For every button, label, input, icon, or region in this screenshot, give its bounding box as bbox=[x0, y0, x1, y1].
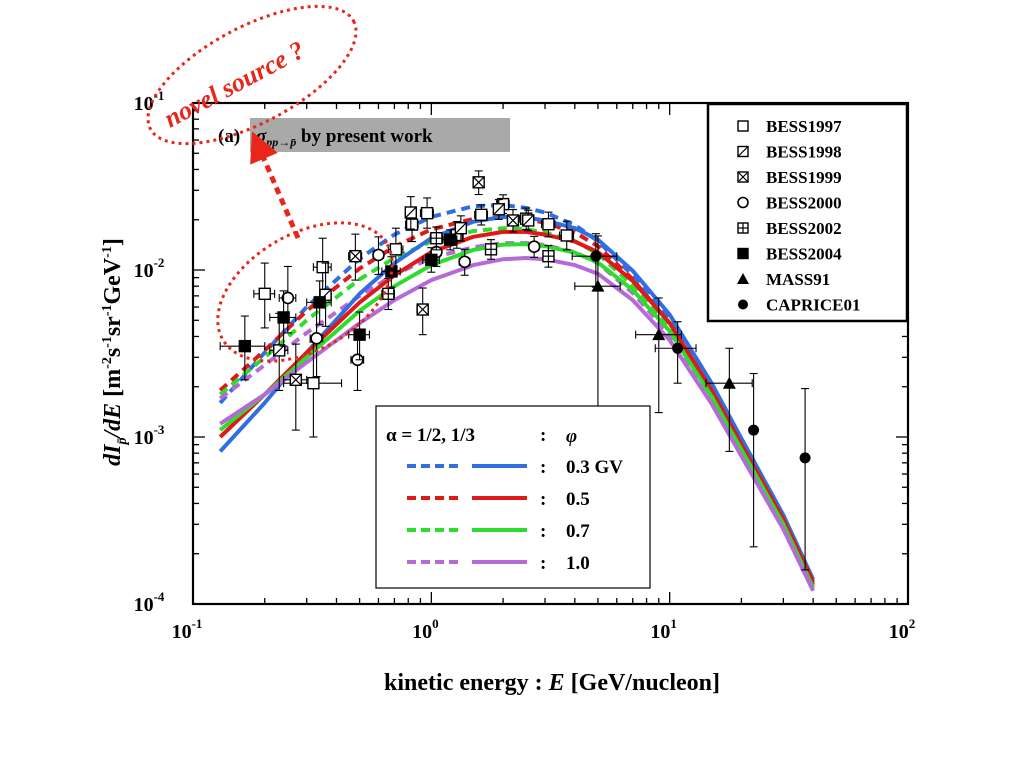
model-curves bbox=[218, 203, 816, 592]
key-label: 0.3 GV bbox=[566, 457, 623, 478]
data-point-square-plus bbox=[542, 245, 555, 268]
legend-label: MASS91 bbox=[766, 270, 830, 289]
x-tick-label: 100 bbox=[412, 616, 439, 643]
data-point-square-open bbox=[474, 204, 489, 226]
data-point-circle-filled bbox=[654, 321, 697, 384]
key-label: 1.0 bbox=[566, 553, 590, 574]
y-tick-label: 10-3 bbox=[134, 422, 165, 449]
model-curve-solid bbox=[218, 214, 816, 581]
data-point-square-slash bbox=[404, 196, 417, 230]
data-point-square-filled bbox=[348, 311, 371, 361]
data-point-square-open bbox=[558, 220, 575, 251]
data-points bbox=[219, 170, 811, 571]
model-curve-solid bbox=[218, 229, 816, 584]
data-point-square-x bbox=[416, 287, 429, 336]
x-tick-label: 101 bbox=[650, 616, 677, 643]
legend-label: BESS2002 bbox=[766, 219, 842, 238]
legend-label: BESS1997 bbox=[766, 117, 842, 136]
legend-marker-square-slash bbox=[737, 145, 749, 158]
data-point-square-x bbox=[348, 233, 363, 281]
data-point-square-filled bbox=[422, 247, 440, 273]
data-point-circle-open bbox=[458, 248, 471, 276]
legend-marker-triangle-filled bbox=[737, 273, 749, 284]
legend-label: BESS1999 bbox=[766, 168, 842, 187]
data-point-square-filled bbox=[269, 290, 297, 347]
x-axis-title: kinetic energy : E [GeV/nucleon] bbox=[384, 670, 720, 696]
data-point-square-plus bbox=[429, 226, 443, 251]
y-tick-label: 10-1 bbox=[134, 88, 165, 115]
data-point-square-filled bbox=[442, 229, 458, 251]
data-point-square-filled bbox=[219, 315, 266, 381]
key-colon: : bbox=[540, 457, 546, 478]
data-point-triangle-filled bbox=[705, 347, 753, 452]
legend-label: BESS2000 bbox=[766, 194, 842, 213]
legend-marker-square-open bbox=[737, 120, 749, 132]
key-label: 0.7 bbox=[566, 521, 590, 542]
data-point-circle-filled bbox=[571, 233, 618, 288]
data-point-triangle-filled bbox=[635, 297, 682, 414]
axes: 10-1 100 101 102 10-4 10-3 10-2 10-1 bbox=[134, 88, 916, 643]
data-point-circle-open bbox=[278, 265, 297, 334]
x-tick-label: 10-1 bbox=[172, 616, 203, 643]
legend-label: BESS1998 bbox=[766, 143, 842, 162]
model-curve-dashed bbox=[218, 203, 816, 584]
data-point-circle-open bbox=[372, 236, 385, 276]
curve-key: α = 1/2, 1/3 : φ :0.3 GV: 0.5: 0.7: 1.0 bbox=[375, 405, 651, 589]
data-point-square-x bbox=[506, 209, 520, 233]
key-colon: : bbox=[540, 521, 546, 542]
panel-title-badge: (a) σpp→p̄ by present work bbox=[218, 118, 510, 152]
legend-marker-square-x bbox=[737, 171, 749, 183]
data-point-square-filled bbox=[306, 280, 332, 326]
data-point-circle-open bbox=[309, 305, 324, 378]
data-point-circle-open bbox=[527, 235, 541, 258]
data-point-square-open bbox=[405, 207, 419, 243]
y-axis-title: dIp̄/dE [m-2s-1sr-1GeV-1] bbox=[100, 238, 130, 466]
data-point-circle-filled bbox=[799, 388, 811, 571]
novel-source-annotation: novel source ? bbox=[146, 4, 394, 363]
key-colon: : bbox=[540, 489, 546, 510]
legend-label: CAPRICE01 bbox=[766, 296, 860, 315]
model-curve-dashed bbox=[218, 226, 816, 589]
legend-marker-circle-filled bbox=[738, 299, 748, 310]
legend-marker-square-filled bbox=[737, 247, 749, 260]
key-colon: : bbox=[540, 553, 546, 574]
data-point-square-slash bbox=[492, 199, 506, 220]
data-point-square-slash bbox=[522, 209, 535, 232]
key-header-alpha: α = 1/2, 1/3 bbox=[386, 425, 475, 446]
data-point-square-open bbox=[540, 211, 556, 238]
key-label: 0.5 bbox=[566, 489, 590, 510]
y-tick-label: 10-2 bbox=[134, 255, 165, 282]
legend: BESS1997 BESS1998 BESS1999 BESS2000 BESS2002… bbox=[706, 102, 909, 323]
legend-marker-circle-open bbox=[737, 196, 749, 209]
legend-marker-square-plus bbox=[737, 222, 749, 234]
key-header-colon: : bbox=[540, 425, 546, 446]
y-tick-label: 10-4 bbox=[134, 589, 165, 616]
legend-label: BESS2004 bbox=[766, 245, 842, 264]
data-point-square-x bbox=[472, 170, 485, 196]
x-tick-label: 102 bbox=[889, 616, 916, 643]
data-point-square-slash bbox=[454, 215, 468, 242]
data-point-square-open bbox=[253, 262, 276, 329]
data-point-square-plus bbox=[484, 239, 498, 260]
data-point-circle-filled bbox=[748, 372, 760, 548]
key-header-phi: φ bbox=[566, 426, 577, 447]
plot-frame bbox=[191, 101, 910, 606]
data-point-square-open bbox=[419, 197, 434, 229]
